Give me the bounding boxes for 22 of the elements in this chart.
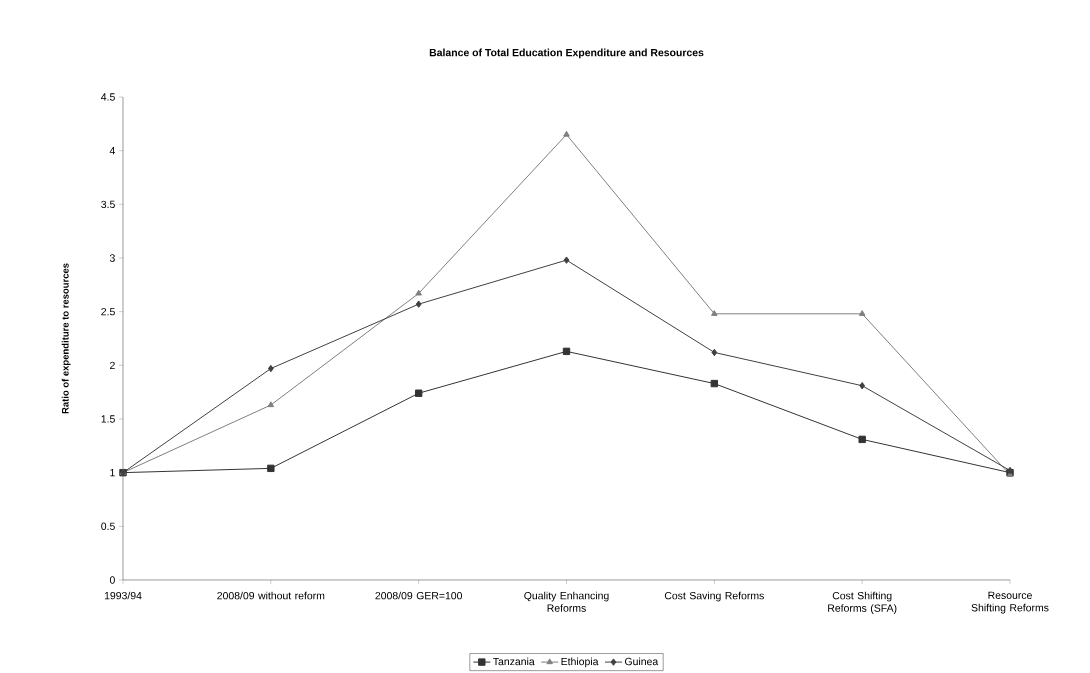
legend-label: Guinea <box>625 657 659 666</box>
x-tick-label: 2008/09 without reform <box>217 591 325 600</box>
legend-label: Tanzania <box>493 657 535 666</box>
x-tick-label: Resource Shifting Reforms <box>971 591 1049 614</box>
y-axis-title: Ratio of expenditure to resources <box>61 263 71 414</box>
y-tick-label: 1 <box>110 469 115 477</box>
x-tick-label: Cost Saving Reforms <box>664 591 764 602</box>
x-tick-label: Quality Enhancing Reforms <box>524 591 609 612</box>
chart-title: Balance of Total Education Expenditure and Resources <box>429 48 704 59</box>
x-tick-label: 1993/94 <box>104 591 142 600</box>
y-tick-label: 2.5 <box>101 307 115 316</box>
y-tick-label: 3.5 <box>101 200 115 209</box>
y-tick-label: 2 <box>110 361 115 369</box>
y-tick-label: 3 <box>109 254 115 262</box>
x-tick-label: 2008/09 GER=100 <box>375 591 463 600</box>
y-tick-label: 1.5 <box>101 415 115 423</box>
x-tick-label: Cost Shifting Reforms (SFA) <box>828 591 897 614</box>
y-tick-label: 4.5 <box>101 93 115 101</box>
legend-label: Ethiopia <box>561 657 599 668</box>
y-tick-label: 4 <box>109 147 115 155</box>
y-tick-label: 0.5 <box>101 522 115 531</box>
y-tick-label: 0 <box>109 576 115 584</box>
